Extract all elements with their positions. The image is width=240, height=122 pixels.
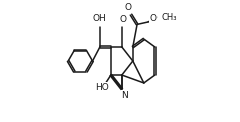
Text: CH₃: CH₃ [161,13,177,22]
Text: HO: HO [96,83,109,92]
Text: O: O [120,15,126,24]
Text: O: O [124,3,132,12]
Text: N: N [121,91,128,100]
Text: O: O [150,14,157,23]
Text: OH: OH [93,14,107,23]
